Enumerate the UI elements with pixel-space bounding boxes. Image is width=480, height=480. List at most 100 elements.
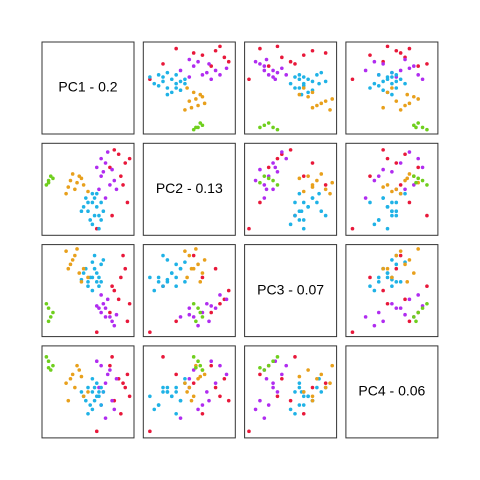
- point: [86, 200, 90, 205]
- point: [385, 271, 390, 275]
- point: [97, 306, 101, 310]
- point: [97, 226, 101, 231]
- point: [425, 284, 429, 289]
- point: [372, 323, 377, 328]
- point: [416, 293, 420, 297]
- point: [194, 125, 198, 130]
- point: [310, 79, 315, 84]
- point: [64, 249, 68, 253]
- point: [156, 84, 161, 88]
- point: [420, 306, 425, 310]
- point: [209, 310, 214, 315]
- point: [205, 390, 209, 394]
- point: [161, 355, 165, 359]
- point: [114, 376, 119, 381]
- point: [273, 77, 278, 82]
- point: [414, 125, 418, 130]
- point: [191, 355, 196, 359]
- point: [293, 75, 297, 79]
- point: [414, 180, 418, 185]
- point: [323, 51, 328, 55]
- point: [403, 57, 407, 62]
- panel-frame: [345, 142, 439, 236]
- point: [315, 376, 319, 381]
- point: [101, 390, 106, 394]
- panel-frame: [142, 244, 236, 338]
- point: [108, 165, 112, 170]
- point: [416, 247, 420, 251]
- panel-frame: [41, 41, 135, 135]
- point: [94, 330, 99, 335]
- point: [198, 280, 203, 284]
- point: [394, 187, 399, 192]
- point: [403, 103, 407, 108]
- point: [372, 59, 377, 64]
- point: [191, 315, 196, 319]
- point: [315, 200, 319, 205]
- point: [368, 86, 372, 90]
- point: [48, 315, 53, 319]
- point: [381, 185, 385, 189]
- point: [350, 77, 355, 82]
- point: [66, 185, 71, 189]
- point: [90, 376, 95, 381]
- point: [70, 172, 75, 176]
- point: [103, 381, 108, 385]
- point: [194, 366, 198, 370]
- point: [191, 301, 196, 306]
- point: [271, 125, 275, 130]
- point: [266, 176, 271, 181]
- panel-frame: [41, 142, 135, 236]
- point: [187, 306, 192, 310]
- point: [97, 284, 101, 289]
- point: [161, 79, 165, 84]
- point: [297, 218, 302, 222]
- point: [301, 412, 306, 416]
- point: [253, 59, 258, 64]
- point: [81, 266, 86, 271]
- point: [185, 275, 189, 280]
- point: [403, 152, 407, 157]
- point: [271, 381, 275, 385]
- point: [90, 390, 95, 394]
- point: [112, 323, 117, 328]
- panel-frame: [345, 345, 439, 439]
- point: [213, 385, 218, 390]
- point: [174, 262, 178, 267]
- point: [222, 55, 227, 60]
- point: [70, 372, 75, 377]
- point: [258, 62, 262, 66]
- point: [416, 64, 420, 68]
- point: [169, 77, 174, 82]
- point: [46, 306, 51, 310]
- point: [319, 390, 324, 394]
- point: [112, 288, 117, 293]
- point: [293, 355, 297, 359]
- point: [92, 213, 97, 218]
- point: [416, 121, 420, 125]
- point: [79, 176, 84, 181]
- point: [198, 374, 203, 379]
- point: [194, 97, 198, 101]
- point: [224, 297, 229, 302]
- point: [152, 407, 157, 412]
- point: [125, 319, 130, 324]
- point: [112, 148, 117, 152]
- point: [94, 381, 99, 385]
- point: [187, 253, 192, 258]
- panel-frame: [244, 142, 338, 236]
- point: [385, 156, 390, 161]
- point: [416, 97, 420, 101]
- point: [90, 260, 95, 264]
- point: [48, 174, 53, 178]
- point: [189, 105, 194, 110]
- point: [200, 123, 205, 128]
- point: [99, 218, 103, 222]
- point: [297, 403, 302, 407]
- point: [183, 260, 187, 264]
- point: [306, 174, 310, 178]
- point: [381, 266, 385, 271]
- point: [110, 284, 114, 289]
- point: [112, 407, 117, 412]
- point: [156, 280, 161, 284]
